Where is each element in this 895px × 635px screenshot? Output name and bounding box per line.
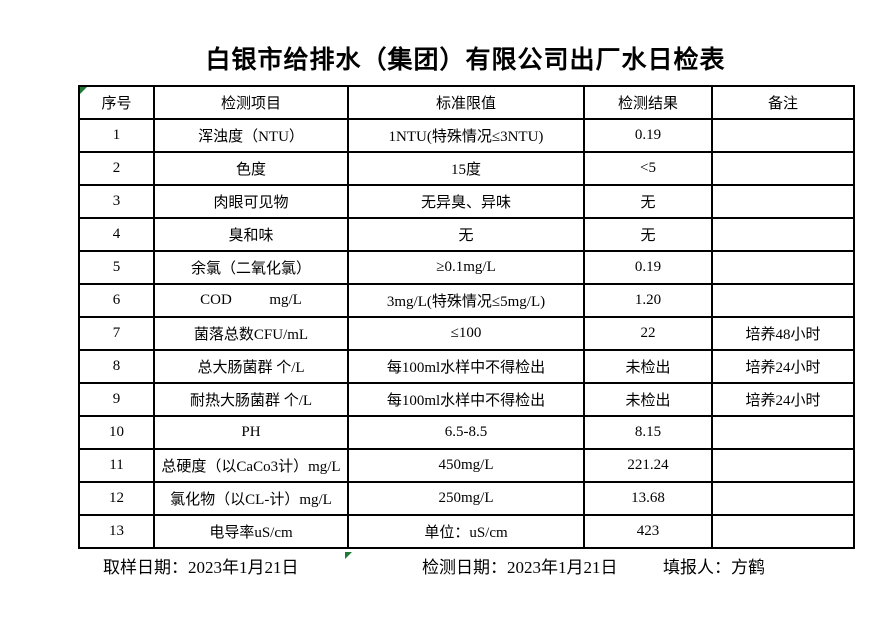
- cell-result: 0.19: [583, 118, 713, 153]
- cell-result: 8.15: [583, 415, 713, 450]
- cell-item: 菌落总数CFU/mL: [153, 316, 349, 351]
- cell-note: [711, 151, 855, 186]
- cell-note: [711, 118, 855, 153]
- cell-note: [711, 217, 855, 252]
- cell-item: COD mg/L: [153, 283, 349, 318]
- cell-result: 221.24: [583, 448, 713, 483]
- cell-item: 电导率uS/cm: [153, 514, 349, 549]
- cell-item: PH: [153, 415, 349, 450]
- cell-result: 未检出: [583, 349, 713, 384]
- cell-no: 12: [78, 481, 155, 516]
- filled-by: 填报人：方鹤: [663, 558, 765, 577]
- cell-no: 3: [78, 184, 155, 219]
- cell-note: [711, 415, 855, 450]
- table-row: 3 肉眼可见物 无异臭、异味 无: [78, 184, 855, 219]
- table-row: 7 菌落总数CFU/mL ≤100 22 培养48小时: [78, 316, 855, 351]
- table-row: 8 总大肠菌群 个/L 每100ml水样中不得检出 未检出 培养24小时: [78, 349, 855, 384]
- cell-limit: 单位：uS/cm: [347, 514, 585, 549]
- cell-result: 无: [583, 184, 713, 219]
- cell-item: 耐热大肠菌群 个/L: [153, 382, 349, 417]
- column-header-limit: 标准限值: [347, 85, 585, 120]
- cell-note: 培养24小时: [711, 349, 855, 384]
- cell-result: 1.20: [583, 283, 713, 318]
- cell-note: [711, 448, 855, 483]
- column-header-result: 检测结果: [583, 85, 713, 120]
- table-row: 4 臭和味 无 无: [78, 217, 855, 252]
- cell-limit: 6.5-8.5: [347, 415, 585, 450]
- table-row: 13 电导率uS/cm 单位：uS/cm 423: [78, 514, 855, 549]
- cell-no: 8: [78, 349, 155, 384]
- cell-item: 余氯（二氧化氯）: [153, 250, 349, 285]
- column-header-note: 备注: [711, 85, 855, 120]
- cell-no: 5: [78, 250, 155, 285]
- cell-limit: 450mg/L: [347, 448, 585, 483]
- cell-limit: ≥0.1mg/L: [347, 250, 585, 285]
- cell-no: 9: [78, 382, 155, 417]
- cell-note: [711, 184, 855, 219]
- cell-limit: 250mg/L: [347, 481, 585, 516]
- cell-item: 总硬度（以CaCo3计）mg/L: [153, 448, 349, 483]
- cell-limit: 无异臭、异味: [347, 184, 585, 219]
- inspection-table: 序号 检测项目 标准限值 检测结果 备注 1 浑浊度（NTU） 1NTU(特殊情…: [78, 85, 855, 549]
- cell-item: 臭和味: [153, 217, 349, 252]
- cell-no: 13: [78, 514, 155, 549]
- cell-note: 培养48小时: [711, 316, 855, 351]
- cell-note: [711, 283, 855, 318]
- cell-no: 1: [78, 118, 155, 153]
- cell-result: <5: [583, 151, 713, 186]
- table-row: 9 耐热大肠菌群 个/L 每100ml水样中不得检出 未检出 培养24小时: [78, 382, 855, 417]
- cell-item: 浑浊度（NTU）: [153, 118, 349, 153]
- cell-limit: 15度: [347, 151, 585, 186]
- cell-limit: 每100ml水样中不得检出: [347, 382, 585, 417]
- column-header-no: 序号: [78, 85, 155, 120]
- cell-limit: 每100ml水样中不得检出: [347, 349, 585, 384]
- cell-limit: 1NTU(特殊情况≤3NTU): [347, 118, 585, 153]
- column-header-item: 检测项目: [153, 85, 349, 120]
- table-row: 2 色度 15度 <5: [78, 151, 855, 186]
- cell-item: 肉眼可见物: [153, 184, 349, 219]
- cell-no: 2: [78, 151, 155, 186]
- cell-limit: ≤100: [347, 316, 585, 351]
- green-triangle-icon: [345, 552, 352, 559]
- cell-no: 6: [78, 283, 155, 318]
- cell-note: [711, 481, 855, 516]
- cell-item: 色度: [153, 151, 349, 186]
- cell-note: [711, 250, 855, 285]
- cell-result: 423: [583, 514, 713, 549]
- cell-note: 培养24小时: [711, 382, 855, 417]
- page-title: 白银市给排水（集团）有限公司出厂水日检表: [205, 46, 726, 74]
- cell-item: 氯化物（以CL-计）mg/L: [153, 481, 349, 516]
- test-date: 检测日期：2023年1月21日: [422, 558, 618, 577]
- cell-limit: 无: [347, 217, 585, 252]
- cell-item: 总大肠菌群 个/L: [153, 349, 349, 384]
- header-row: 序号 检测项目 标准限值 检测结果 备注: [78, 85, 855, 120]
- table-row: 1 浑浊度（NTU） 1NTU(特殊情况≤3NTU) 0.19: [78, 118, 855, 153]
- cell-result: 22: [583, 316, 713, 351]
- table-row: 5 余氯（二氧化氯） ≥0.1mg/L 0.19: [78, 250, 855, 285]
- footer: 取样日期：2023年1月21日 检测日期：2023年1月21日 填报人：方鹤: [0, 553, 895, 579]
- cell-note: [711, 514, 855, 549]
- cell-result: 13.68: [583, 481, 713, 516]
- sample-date: 取样日期：2023年1月21日: [103, 558, 299, 577]
- cell-result: 无: [583, 217, 713, 252]
- cell-no: 7: [78, 316, 155, 351]
- table-row: 10 PH 6.5-8.5 8.15: [78, 415, 855, 450]
- cell-no: 10: [78, 415, 155, 450]
- cell-no: 4: [78, 217, 155, 252]
- table-row: 6 COD mg/L 3mg/L(特殊情况≤5mg/L) 1.20: [78, 283, 855, 318]
- table-row: 12 氯化物（以CL-计）mg/L 250mg/L 13.68: [78, 481, 855, 516]
- cell-limit: 3mg/L(特殊情况≤5mg/L): [347, 283, 585, 318]
- cell-no: 11: [78, 448, 155, 483]
- table-row: 11 总硬度（以CaCo3计）mg/L 450mg/L 221.24: [78, 448, 855, 483]
- cell-result: 未检出: [583, 382, 713, 417]
- cell-result: 0.19: [583, 250, 713, 285]
